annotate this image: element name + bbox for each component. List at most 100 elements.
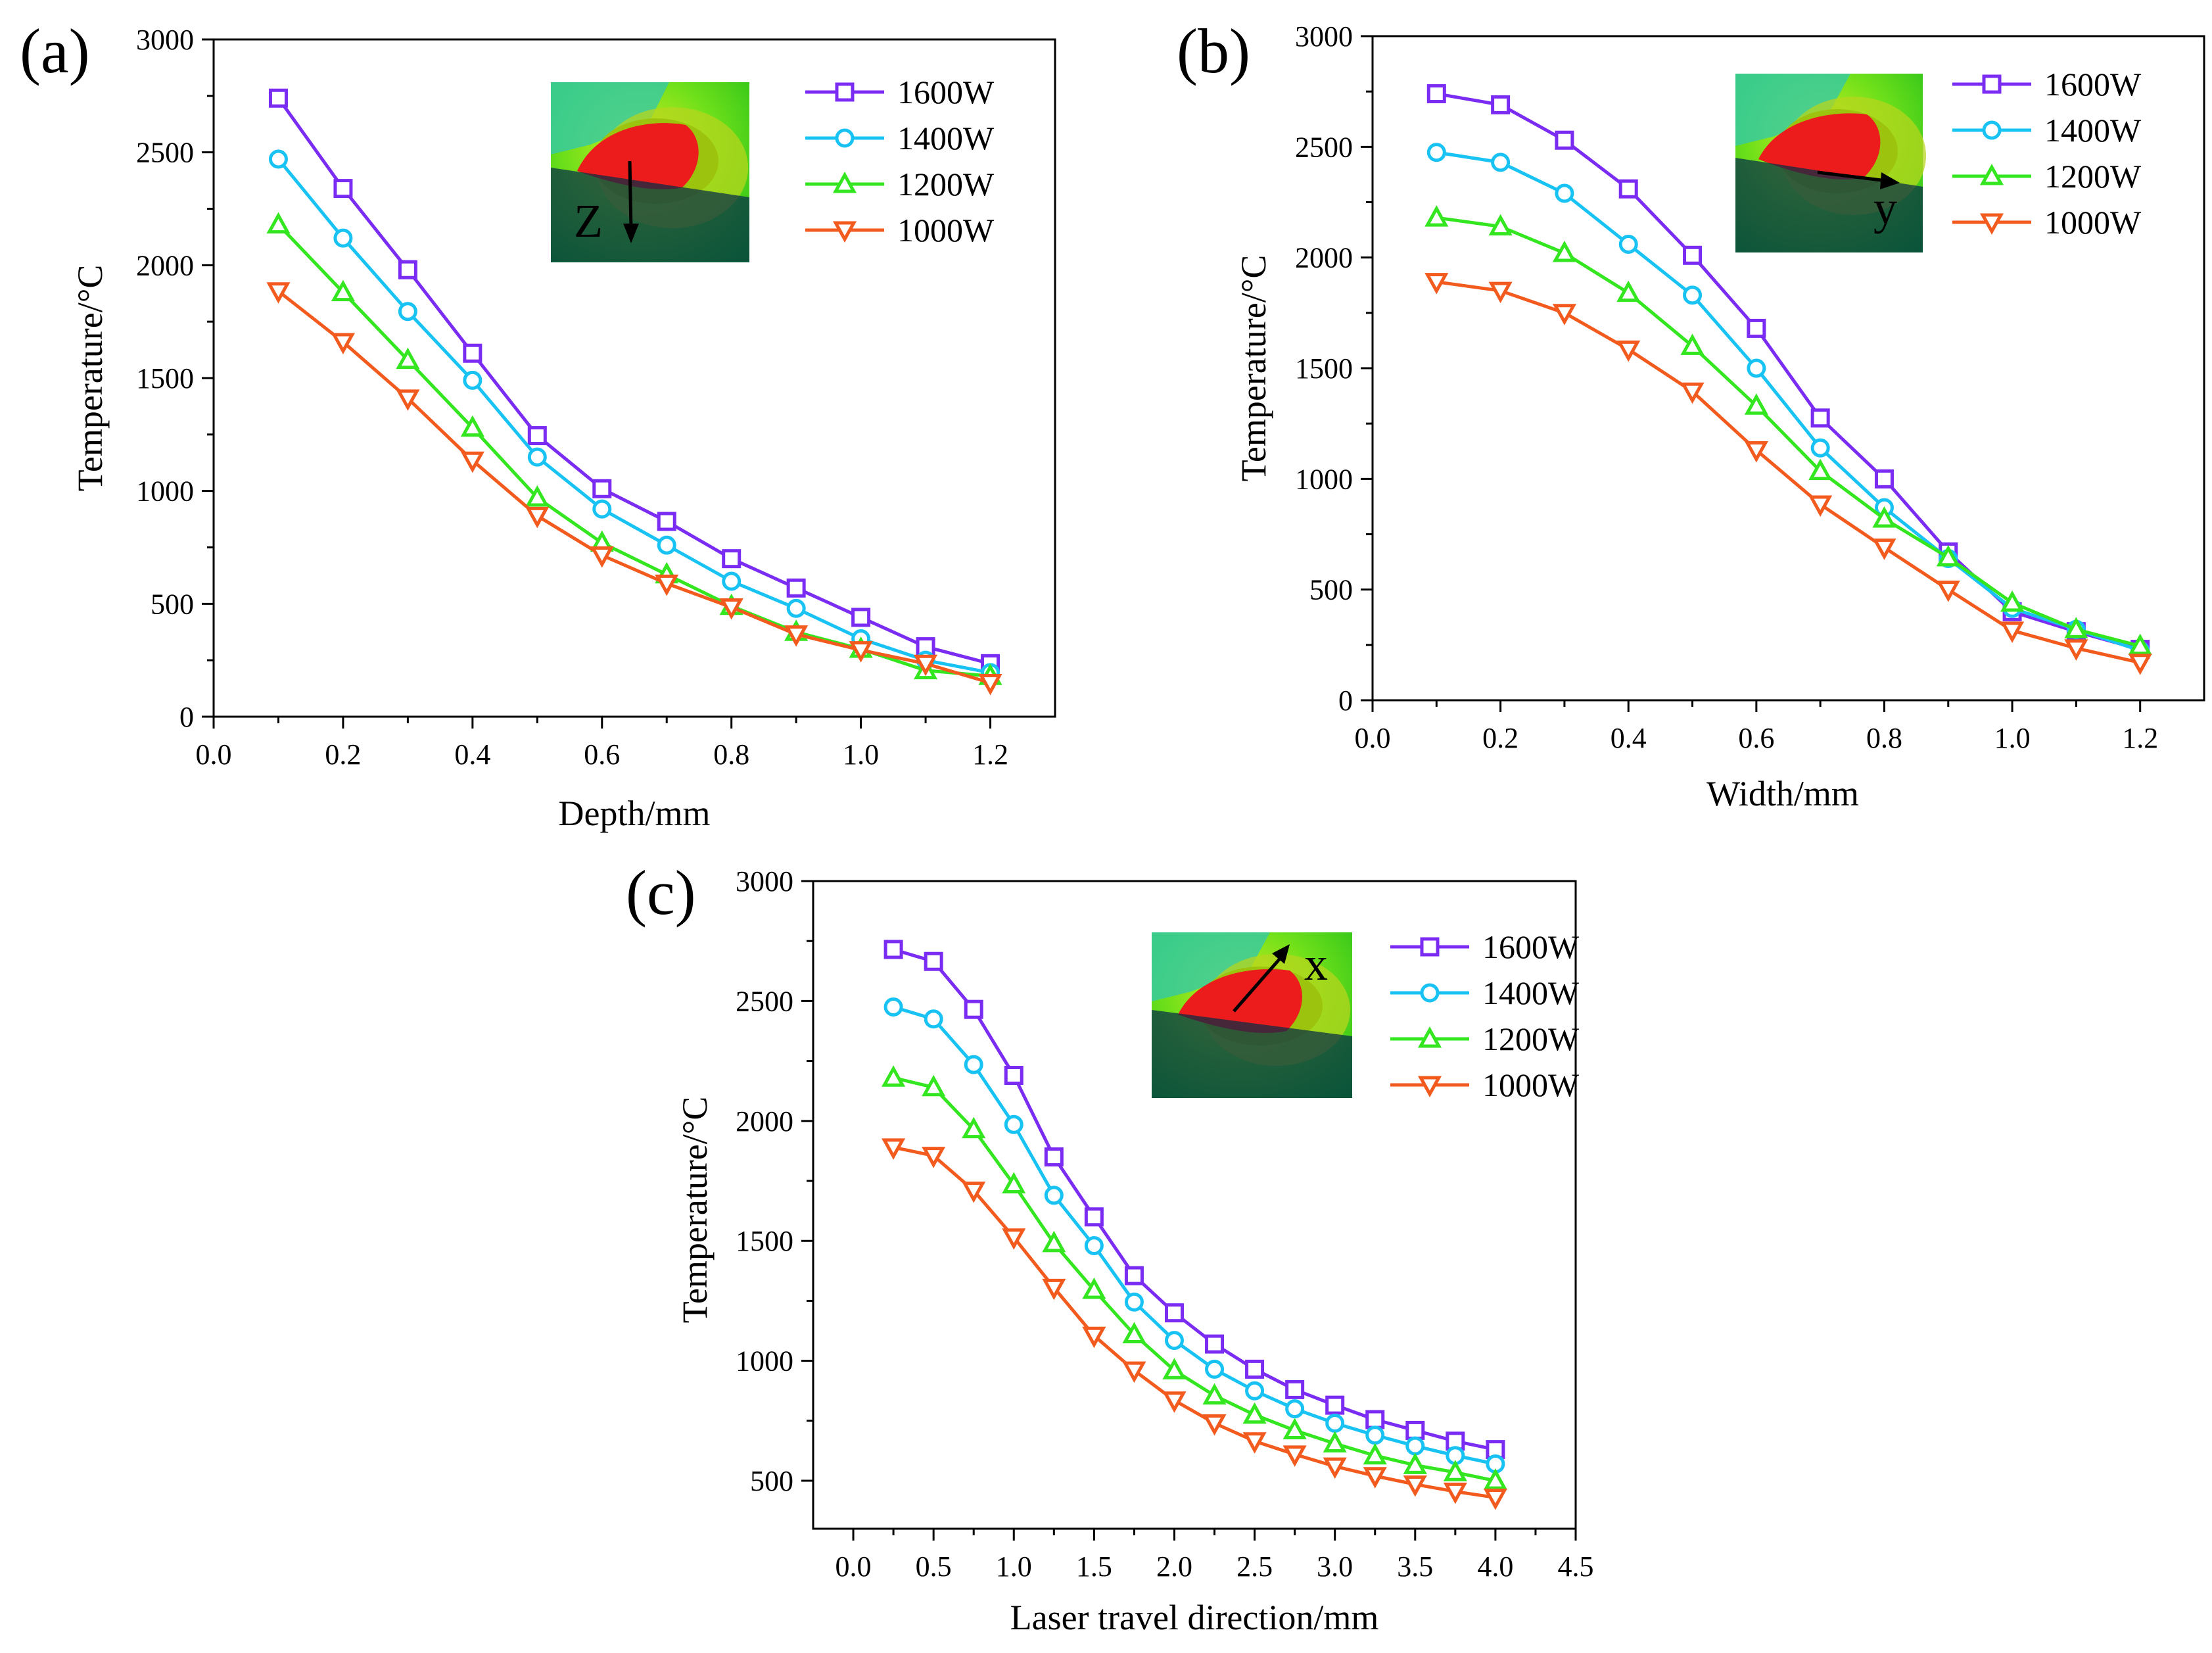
panel-c-point-1600w <box>1285 1379 1305 1399</box>
panel-c-point-1000w <box>882 1138 906 1160</box>
panel-c-y-axis-label: Temperature/°C <box>675 1097 715 1324</box>
panel-b-y-tick-label: 2500 <box>1295 131 1353 163</box>
panel-a-x-tick-label: 0.2 <box>325 738 361 771</box>
panel-b-point-1400w <box>1618 234 1638 254</box>
panel-c-point-1200w <box>1202 1383 1227 1405</box>
panel-c-point-1000w <box>1363 1467 1387 1489</box>
panel-c-point-1600w <box>1164 1303 1184 1323</box>
panel-c-x-tick-label: 0.5 <box>916 1550 952 1583</box>
panel-a-point-1600w <box>333 179 353 199</box>
panel-a-point-1000w <box>590 546 614 568</box>
panel-c-y-ticks: 500 1000 1500 2000 2500 3000 <box>736 865 813 1497</box>
panel-c-legend-label-1400w: 1400W <box>1482 974 1580 1011</box>
panel-c-point-1000w <box>1483 1489 1507 1510</box>
panel-a-point-1000w <box>719 598 743 620</box>
panel-c-legend-marker-1600w <box>1420 937 1440 957</box>
panel-a-point-1000w <box>784 625 809 647</box>
panel-a-y-ticks: 0 500 1000 1500 2000 2500 3000 <box>136 24 214 733</box>
panel-b-inset-image: y <box>1735 74 1926 252</box>
panel-c-y-tick-label: 2500 <box>736 985 793 1017</box>
panel-b-point-1200w <box>1680 333 1705 355</box>
panel-b-point-1600w <box>1618 179 1638 199</box>
panel-b-point-1200w <box>1424 205 1449 227</box>
panel-a-y-tick-label: 2500 <box>136 137 194 169</box>
panel-c-series <box>882 940 1507 1510</box>
panel-b-point-1200w <box>2064 617 2088 638</box>
panel-a-point-1200w <box>331 279 355 302</box>
panel-a-point-1400w <box>333 228 353 248</box>
panel-c-point-1600w <box>1405 1420 1425 1440</box>
panel-a-point-1000w <box>460 451 484 473</box>
panel-a-point-1600w <box>851 608 871 627</box>
panel-a-x-tick-label: 1.0 <box>843 738 879 771</box>
panel-c-point-1600w <box>1084 1207 1104 1227</box>
panel-a-point-1000w <box>914 654 938 677</box>
panel-a-point-1200w <box>460 415 484 437</box>
panel-c-point-1400w <box>924 1009 943 1029</box>
panel-a-point-1600w <box>916 637 935 657</box>
panel-c-point-1200w <box>882 1065 906 1087</box>
panel-b-point-1400w <box>1747 358 1766 378</box>
panel-a-y-tick-label: 3000 <box>136 24 194 56</box>
panel-b-y-tick-label: 1000 <box>1295 463 1353 495</box>
panel-c-point-1400w <box>1365 1425 1385 1445</box>
panel-c-y-tick-label: 1500 <box>736 1225 793 1257</box>
panel-b-point-1200w <box>1488 214 1513 236</box>
panel-a-series-line-1000w <box>277 289 991 684</box>
panel-b-point-1600w <box>1874 469 1894 489</box>
panel-c-x-tick-label: 2.0 <box>1156 1550 1192 1583</box>
panel-c-point-1400w <box>1245 1381 1265 1401</box>
panel-c-point-1600w <box>1044 1147 1064 1167</box>
panel-c-point-1200w <box>1122 1322 1146 1344</box>
panel-c-point-1400w <box>1004 1114 1024 1134</box>
panel-c-label: (c) <box>626 857 696 928</box>
panel-c-x-tick-label: 3.0 <box>1317 1550 1353 1583</box>
panel-b-x-tick-label: 0.2 <box>1482 722 1518 754</box>
panel-a-point-1600w <box>527 426 547 446</box>
panel-b-legend-label-1000w: 1000W <box>2044 204 2142 241</box>
panel-b-point-1200w <box>1744 393 1768 415</box>
panel-c-point-1600w <box>1365 1410 1385 1429</box>
panel-c-point-1000w <box>1162 1391 1187 1413</box>
panel-a-point-1200w <box>266 212 291 234</box>
panel-c-point-1000w <box>1122 1361 1146 1383</box>
panel-c-x-tick-label: 3.5 <box>1397 1550 1433 1583</box>
panel-b-x-axis-label: Width/mm <box>1706 774 1859 813</box>
panel-b-x-tick-label: 0.0 <box>1355 722 1391 754</box>
panel-a-point-1400w <box>786 598 806 618</box>
panel-c-point-1600w <box>1205 1334 1225 1354</box>
panel-c-point-1600w <box>924 951 943 971</box>
panel-a-y-tick-label: 500 <box>151 588 194 620</box>
panel-b-x-tick-label: 1.2 <box>2122 722 2158 754</box>
panel-c-legend: 1600W 1400W 1200W 1000W <box>1390 928 1580 1103</box>
panel-c-x-tick-label: 1.0 <box>996 1550 1032 1583</box>
panel-b-legend-label-1400w: 1400W <box>2044 112 2142 149</box>
panel-a-point-1000w <box>655 574 679 596</box>
panel-c-point-1200w <box>1403 1452 1427 1474</box>
panel-b-legend-label-1200w: 1200W <box>2044 158 2142 195</box>
panel-b-series-line-1400w <box>1436 151 2141 652</box>
panel-b-y-tick-label: 3000 <box>1295 20 1353 53</box>
panel-a-x-tick-label: 0.8 <box>713 738 749 771</box>
panel-c-point-1400w <box>1164 1331 1184 1351</box>
panel-c-point-1200w <box>1483 1468 1507 1490</box>
panel-c-x-tick-label: 4.0 <box>1477 1550 1513 1583</box>
panel-b-legend-marker-1000w <box>1979 213 2004 235</box>
panel-c-y-tick-label: 2000 <box>736 1105 793 1138</box>
panel-b-point-1000w <box>1680 382 1705 404</box>
panel-a-series <box>266 88 1002 696</box>
panel-c-x-tick-label: 1.5 <box>1076 1550 1112 1583</box>
panel-a-y-tick-label: 2000 <box>136 249 194 281</box>
panel-c-series-line-1200w <box>893 1076 1496 1483</box>
panel-b-point-1200w <box>1872 506 1896 528</box>
panel-c-point-1200w <box>1042 1230 1066 1253</box>
panel-a-point-1000w <box>978 673 1002 696</box>
panel-a-point-1000w <box>331 333 355 355</box>
panel-c-point-1200w <box>1323 1431 1347 1453</box>
panel-b-point-1000w <box>1488 281 1513 304</box>
panel-c-legend-marker-1000w <box>1417 1076 1442 1097</box>
panel-c-inset-label: x <box>1304 938 1328 990</box>
panel-a-series-line-1200w <box>277 223 991 678</box>
panel-c-legend-label-1000w: 1000W <box>1482 1066 1580 1103</box>
panel-b-point-1400w <box>1683 285 1703 305</box>
